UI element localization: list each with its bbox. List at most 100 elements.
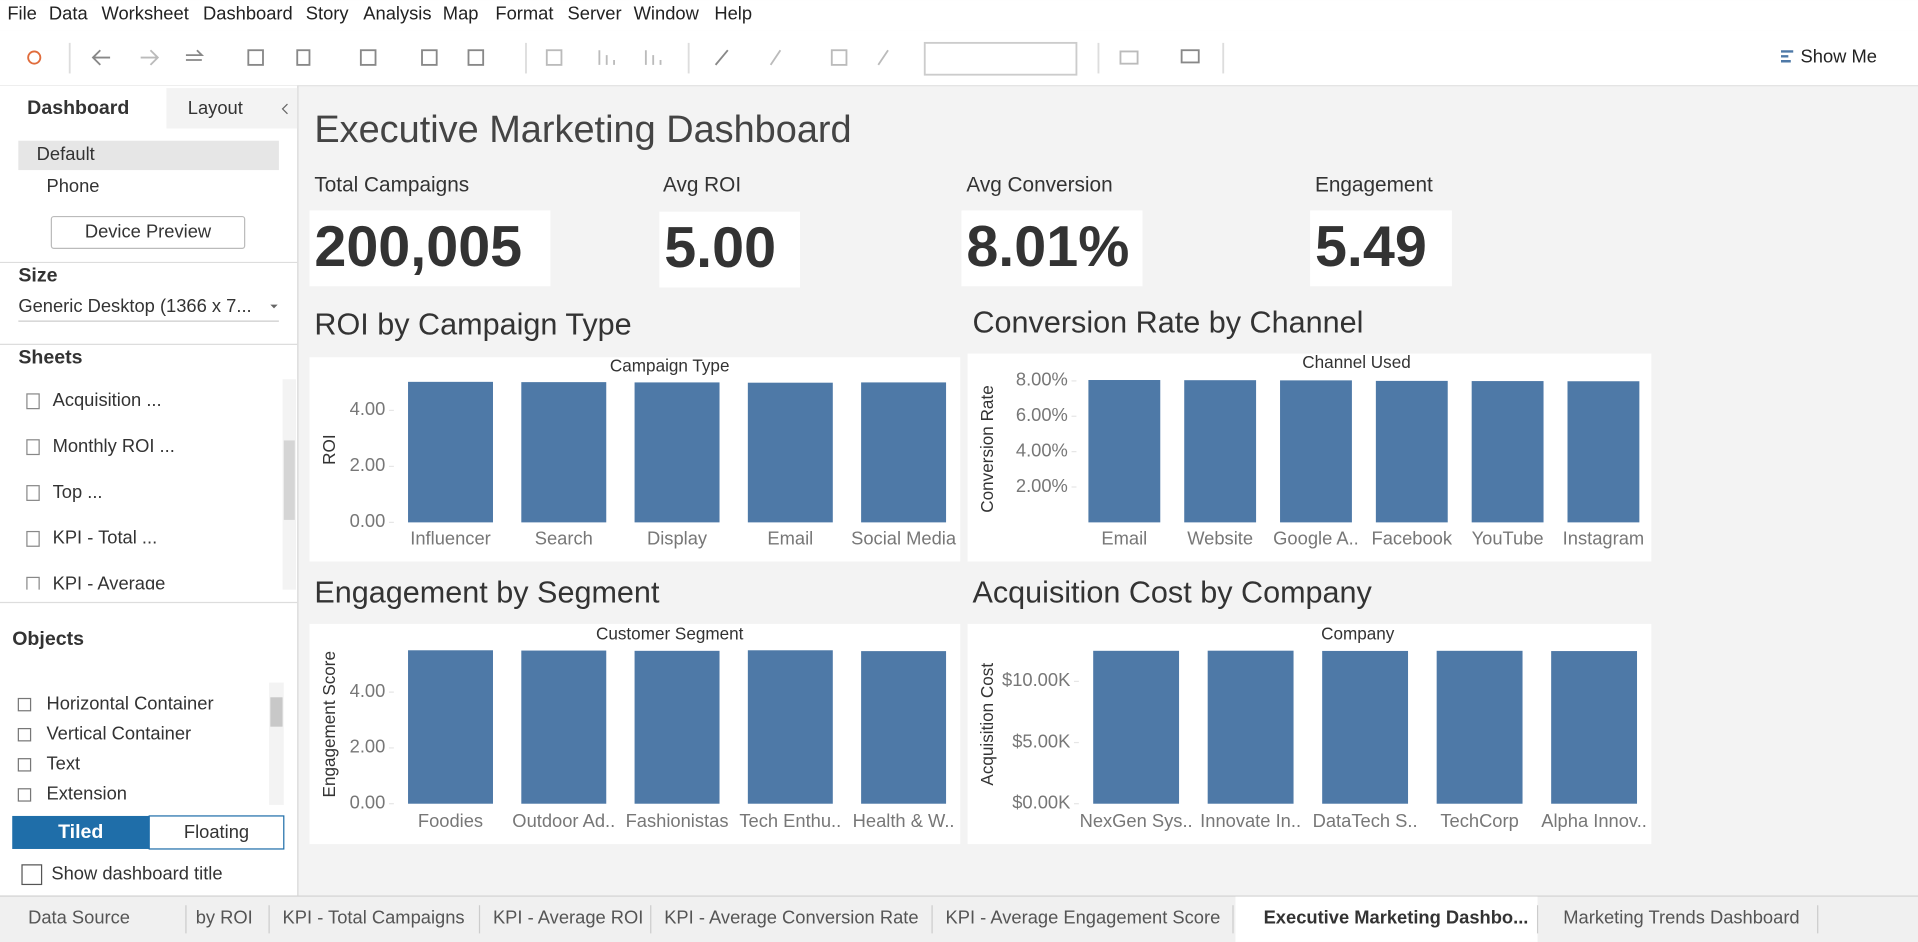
y-tick-label: 2.00% [1016, 475, 1068, 496]
menu-item[interactable]: Analysis [363, 3, 431, 24]
layout-tab-bg [166, 88, 298, 129]
object-icon [17, 697, 32, 712]
menu-item[interactable]: Map [443, 3, 479, 24]
floating-button[interactable] [148, 815, 285, 850]
x-tick-label: Health & W.. [853, 810, 955, 831]
default-highlight [18, 140, 279, 171]
device-option[interactable]: Default [37, 143, 95, 164]
sheet-icon [26, 393, 40, 410]
y-tick-label: 4.00% [1016, 439, 1068, 460]
object-item[interactable]: Text [46, 753, 80, 774]
y-axis-title: Engagement Score [320, 651, 339, 797]
menu-item[interactable]: Data [49, 3, 89, 24]
x-tick-label: Fashionistas [626, 810, 729, 831]
x-tick-label: Influencer [410, 527, 491, 548]
sheet-tab[interactable]: Marketing Trends Dashboard [1563, 907, 1799, 928]
size-value[interactable]: Generic Desktop (1366 x 7... [18, 295, 251, 316]
sheet-tab[interactable]: Data Source [28, 907, 130, 928]
object-icon [17, 727, 32, 742]
tiled-button[interactable] [12, 815, 150, 849]
sheet-item[interactable]: Acquisition ... [53, 389, 162, 410]
sheet-tab[interactable]: KPI - Average Conversion Rate [664, 907, 918, 928]
bar[interactable] [634, 650, 720, 804]
sheet-item[interactable]: KPI - Total ... [53, 527, 158, 548]
x-tick-label: Facebook [1372, 527, 1453, 548]
sheet-tab[interactable]: KPI - Average Engagement Score [946, 907, 1221, 928]
bar[interactable] [1184, 380, 1257, 523]
sheet-tab[interactable]: Executive Marketing Dashbo... [1264, 907, 1529, 928]
sheet-item[interactable]: Monthly ROI ... [53, 435, 175, 456]
x-axis-title: Campaign Type [610, 357, 730, 376]
bar[interactable] [861, 382, 947, 523]
chart-title: Acquisition Cost by Company [972, 576, 1372, 610]
object-item[interactable]: Vertical Container [46, 723, 191, 744]
menu-item[interactable]: Window [634, 3, 700, 24]
collapse-icon[interactable] [281, 103, 288, 115]
bar[interactable] [1322, 650, 1409, 804]
bar[interactable] [1375, 380, 1448, 523]
chart: Conversion Rate by Channel Channel Used Co… [967, 305, 1652, 562]
bar[interactable] [1088, 380, 1161, 523]
bar[interactable] [861, 651, 947, 804]
bar[interactable] [747, 650, 833, 804]
object-item[interactable]: Horizontal Container [46, 692, 213, 713]
menu-item[interactable]: Help [714, 3, 752, 24]
menu-item[interactable]: Dashboard [203, 3, 293, 24]
show-title-label[interactable]: Show dashboard title [51, 863, 222, 884]
panel-tab[interactable]: Layout [188, 97, 243, 118]
sheets-scroll-thumb[interactable] [283, 440, 295, 520]
menu-item[interactable]: Worksheet [102, 3, 189, 24]
menu-item[interactable]: Server [568, 3, 622, 24]
sheet-icon [26, 530, 40, 547]
kpi-card [309, 210, 551, 287]
chart-background [967, 623, 1652, 845]
y-tick-label: 2.00 [350, 454, 386, 475]
bar[interactable] [408, 650, 493, 804]
size-dropdown[interactable] [270, 304, 278, 309]
bar[interactable] [1551, 651, 1638, 804]
panel-tab[interactable]: Dashboard [27, 97, 129, 119]
side-panel [0, 85, 298, 896]
kpi-label: Total Campaigns [314, 173, 469, 196]
chart: Acquisition Cost by Company Company Acquis… [967, 576, 1652, 845]
bar[interactable] [521, 650, 607, 804]
sheet-item[interactable]: KPI - Average [53, 573, 166, 594]
bar[interactable] [1436, 650, 1523, 804]
bar[interactable] [1280, 380, 1352, 523]
x-tick-label: Display [647, 527, 708, 548]
device-preview-label[interactable]: Device Preview [85, 220, 212, 241]
menu-item[interactable]: Story [306, 3, 350, 24]
sheet-item[interactable]: Top ... [53, 481, 103, 502]
x-tick-label: NexGen Sys.. [1080, 810, 1193, 831]
chart-title: ROI by Campaign Type [314, 308, 631, 342]
bar[interactable] [1471, 381, 1544, 523]
y-tick-label: 6.00% [1016, 404, 1068, 425]
menu-item[interactable]: File [7, 3, 37, 24]
x-tick-label: Alpha Innov.. [1541, 810, 1647, 831]
sheet-tab[interactable]: KPI - Average ROI [493, 907, 643, 928]
objects-scroll-thumb[interactable] [270, 697, 283, 727]
sheet-tab[interactable]: KPI - Total Campaigns [283, 907, 465, 928]
device-option[interactable]: Phone [46, 175, 99, 196]
bar[interactable] [634, 382, 720, 523]
content: File Data Worksheet Dashboard Story Analysis M… [7, 3, 1819, 934]
object-item[interactable]: Extension [46, 783, 127, 804]
toolbar-icons[interactable] [27, 41, 1794, 76]
layout-mode[interactable]: Floating [184, 821, 249, 842]
show-me-button[interactable]: Show Me [1801, 45, 1877, 66]
layout-mode[interactable]: Tiled [58, 821, 103, 843]
bar[interactable] [747, 382, 833, 523]
menu-item[interactable]: Format [495, 3, 553, 24]
title-checkbox[interactable] [21, 864, 43, 886]
bar[interactable] [521, 382, 607, 523]
sheet-tab[interactable]: by ROI [196, 907, 253, 928]
bar[interactable] [408, 381, 493, 523]
bar[interactable] [1567, 381, 1640, 523]
bar[interactable] [1207, 650, 1294, 804]
kpi-label: Engagement [1315, 173, 1433, 196]
y-tick-label: 0.00 [350, 510, 386, 531]
bar[interactable] [1093, 650, 1180, 804]
device-preview-button[interactable] [50, 215, 246, 249]
kpi-value: 200,005 [314, 215, 522, 279]
